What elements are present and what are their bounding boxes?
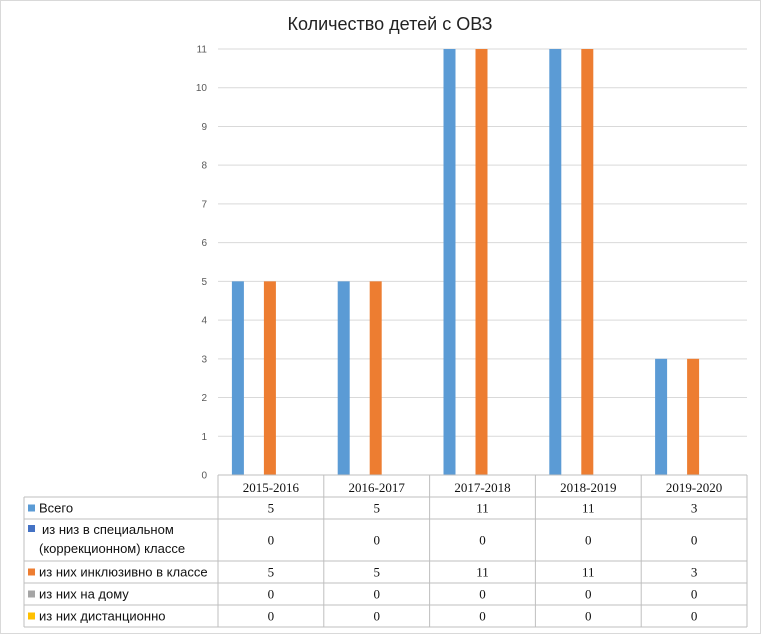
data-cell: 0 xyxy=(585,587,592,602)
category-label: 2017-2018 xyxy=(454,480,510,495)
data-cell: 11 xyxy=(582,501,595,516)
y-tick-label: 3 xyxy=(201,354,207,365)
data-cell: 0 xyxy=(585,533,592,548)
data-cell: 0 xyxy=(585,609,592,624)
data-cell: 0 xyxy=(691,533,698,548)
category-label: 2019-2020 xyxy=(666,480,722,495)
category-label: 2016-2017 xyxy=(349,480,406,495)
data-cell: 0 xyxy=(373,587,380,602)
bar xyxy=(369,281,382,475)
y-tick-label: 7 xyxy=(201,199,207,210)
data-cell: 5 xyxy=(373,501,380,516)
data-cell: 3 xyxy=(691,501,698,516)
y-tick-label: 2 xyxy=(201,393,207,404)
bar xyxy=(655,358,668,475)
legend-key xyxy=(28,590,35,598)
bar xyxy=(263,281,276,475)
data-cell: 11 xyxy=(476,565,489,580)
bar xyxy=(475,49,488,475)
data-table: 2015-2016 2016-2017 2017-2018 2018-2019 2019… xyxy=(23,474,748,628)
chart-title: Количество детей с ОВЗ xyxy=(287,14,493,34)
data-cell: 11 xyxy=(476,501,489,516)
data-cell: 5 xyxy=(373,565,380,580)
data-cell: 0 xyxy=(691,587,698,602)
y-tick-label: 6 xyxy=(201,238,207,249)
data-cell: 0 xyxy=(479,587,486,602)
data-cell: 5 xyxy=(268,501,275,516)
data-cell: 0 xyxy=(268,609,275,624)
series-label: Всего xyxy=(39,501,73,516)
legend-key xyxy=(28,525,35,532)
y-tick-label: 4 xyxy=(201,316,207,327)
bar xyxy=(337,281,350,475)
data-cell: 0 xyxy=(479,533,486,548)
category-label: 2015-2016 xyxy=(243,480,300,495)
y-tick-label: 0 xyxy=(201,471,207,482)
category-label: 2018-2019 xyxy=(560,480,616,495)
bar xyxy=(231,281,244,475)
series-label: из низ в специальном xyxy=(42,522,174,537)
y-tick-label: 5 xyxy=(201,277,207,288)
legend-key xyxy=(28,612,35,620)
legend-key xyxy=(28,568,35,576)
data-cell: 0 xyxy=(268,587,275,602)
bar xyxy=(549,49,562,475)
bar xyxy=(443,49,456,475)
y-tick-label: 1 xyxy=(201,432,207,443)
series-label: из них инклюзивно в классе xyxy=(39,565,208,580)
data-cell: 0 xyxy=(373,533,380,548)
series-label: из них на дому xyxy=(39,587,129,602)
data-cell: 11 xyxy=(582,565,595,580)
data-cell: 0 xyxy=(691,609,698,624)
data-cell: 3 xyxy=(691,565,698,580)
series-label: (коррекционном) классе xyxy=(39,541,185,556)
series-label: из них дистанционно xyxy=(39,609,165,624)
data-cell: 0 xyxy=(373,609,380,624)
bar xyxy=(581,49,594,475)
bars xyxy=(231,49,700,475)
data-cell: 0 xyxy=(479,609,486,624)
data-cell: 5 xyxy=(268,565,275,580)
y-tick-label: 10 xyxy=(196,83,208,94)
y-tick-label: 9 xyxy=(201,122,207,133)
bar xyxy=(687,358,700,475)
data-cell: 0 xyxy=(268,533,275,548)
legend-key xyxy=(28,504,35,512)
y-tick-label: 11 xyxy=(197,45,208,56)
y-tick-label: 8 xyxy=(201,161,207,172)
